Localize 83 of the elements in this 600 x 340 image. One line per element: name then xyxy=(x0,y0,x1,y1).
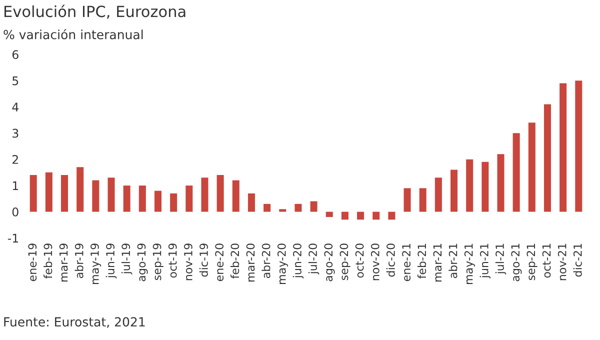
bar xyxy=(92,180,100,212)
x-tick-label: oct-20 xyxy=(355,244,364,278)
bar xyxy=(326,212,333,218)
y-tick-label: -1 xyxy=(8,234,18,242)
x-tick-label: ene-21 xyxy=(402,244,410,282)
chart-subtitle: % variación interanual xyxy=(4,29,143,40)
bar xyxy=(216,175,224,212)
bar xyxy=(357,212,364,220)
bar xyxy=(512,133,520,212)
x-tick-label: may-21 xyxy=(464,244,475,284)
bar xyxy=(264,204,271,212)
x-tick-label: jun-21 xyxy=(480,244,491,278)
x-tick-label: jul-20 xyxy=(308,244,320,274)
x-tick-label: sep-19 xyxy=(152,244,164,280)
bar xyxy=(388,212,396,220)
bar xyxy=(138,186,146,212)
y-tick-label: 0 xyxy=(12,207,18,216)
bar xyxy=(466,159,474,212)
bar xyxy=(170,193,178,212)
bar xyxy=(372,212,380,220)
x-tick-label: ene-19 xyxy=(28,244,37,282)
y-tick-label: 2 xyxy=(12,155,18,164)
x-tick-label: may-20 xyxy=(277,244,288,284)
x-tick-label: dic-21 xyxy=(573,244,582,277)
x-tick-label: nov-19 xyxy=(184,244,192,280)
x-tick-label: oct-21 xyxy=(542,244,551,278)
bar xyxy=(560,83,567,212)
x-tick-label: dic-19 xyxy=(199,244,208,277)
x-tick-label: ago-19 xyxy=(137,244,148,282)
x-tick-label: dic-20 xyxy=(386,244,395,277)
source-note: Fuente: Eurostat, 2021 xyxy=(4,317,145,328)
y-tick-label: 4 xyxy=(12,102,18,112)
bar xyxy=(450,170,458,212)
bar xyxy=(528,122,536,212)
chart-title: Evolución IPC, Eurozona xyxy=(4,4,186,19)
x-tick-label: abr-19 xyxy=(74,244,84,278)
bar xyxy=(497,154,504,212)
x-tick-label: jul-19 xyxy=(121,244,132,274)
x-tick-label: mar-21 xyxy=(433,244,442,282)
bar xyxy=(310,201,318,212)
bar xyxy=(76,167,84,212)
y-tick-label: 1 xyxy=(12,181,18,190)
x-tick-label: may-19 xyxy=(90,244,102,284)
bar xyxy=(154,190,162,212)
bar xyxy=(108,178,115,212)
x-tick-label: oct-19 xyxy=(168,244,177,278)
x-tick-label: feb-19 xyxy=(44,244,52,279)
x-tick-label: mar-19 xyxy=(59,244,68,282)
bar xyxy=(248,193,255,212)
bar xyxy=(186,186,193,212)
x-tick-label: sep-20 xyxy=(340,244,350,280)
bar xyxy=(434,178,442,212)
x-tick-label: mar-20 xyxy=(246,244,255,282)
y-tick-label: 6 xyxy=(12,50,18,60)
x-tick-label: sep-21 xyxy=(526,244,538,280)
x-tick-label: jun-20 xyxy=(292,244,304,278)
bar xyxy=(482,162,489,212)
x-tick-label: ago-20 xyxy=(324,244,335,282)
x-tick-label: jul-21 xyxy=(495,244,506,274)
bar xyxy=(279,209,286,212)
bar xyxy=(341,212,348,220)
bar xyxy=(45,172,52,212)
x-tick-label: jun-19 xyxy=(106,244,117,278)
bar xyxy=(575,80,582,212)
y-tick-label: 3 xyxy=(12,128,18,138)
bar xyxy=(419,188,426,212)
x-tick-label: feb-20 xyxy=(230,244,240,279)
bar xyxy=(61,175,68,212)
x-tick-label: ago-21 xyxy=(511,244,522,282)
x-tick-label: feb-21 xyxy=(417,244,426,279)
x-tick-label: nov-20 xyxy=(370,244,380,280)
bar xyxy=(294,204,302,212)
x-tick-label: abr-21 xyxy=(448,244,458,278)
bar xyxy=(30,175,37,212)
x-tick-label: ene-20 xyxy=(215,244,224,282)
bar xyxy=(544,104,551,212)
bar xyxy=(232,180,240,212)
y-tick-label: 5 xyxy=(12,76,18,86)
x-tick-label: abr-20 xyxy=(262,244,270,278)
bar xyxy=(201,178,208,212)
bar xyxy=(404,188,411,212)
bar xyxy=(123,186,130,212)
x-tick-label: nov-21 xyxy=(558,244,566,280)
